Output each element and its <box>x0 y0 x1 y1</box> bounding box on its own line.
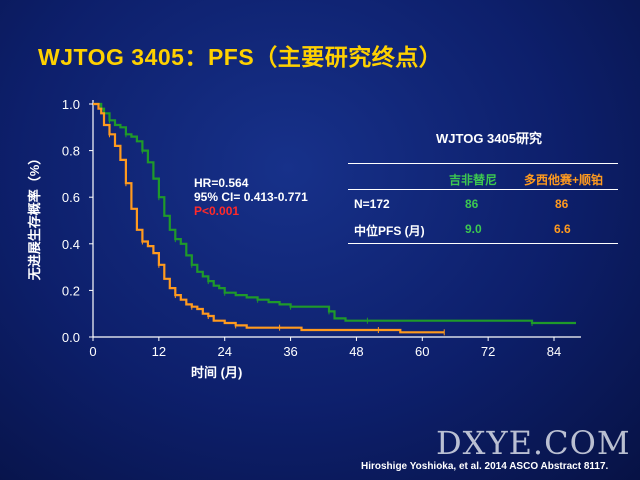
y-tick-label: 1.0 <box>62 97 80 112</box>
table-title: WJTOG 3405研究 <box>436 131 542 146</box>
x-tick-label: 24 <box>217 344 231 359</box>
x-tick-label: 0 <box>89 344 96 359</box>
x-tick-label: 72 <box>481 344 495 359</box>
docetaxel-cisplatin-curve <box>93 102 445 334</box>
y-tick-label: 0.2 <box>62 283 80 298</box>
y-tick-label: 0.0 <box>62 330 80 345</box>
chart-axes <box>92 100 581 338</box>
x-tick-label: 36 <box>283 344 297 359</box>
chart-curves <box>93 102 576 336</box>
p-value-text: P<0.001 <box>194 204 240 218</box>
table-header-gefitinib: 吉非替尼 <box>449 173 498 187</box>
table-cell: 9.0 <box>465 222 482 236</box>
gefitinib-curve <box>93 102 576 325</box>
citation: Hiroshige Yoshioka, et al. 2014 ASCO Abs… <box>361 461 609 472</box>
watermark: DXYE.COM <box>436 424 631 462</box>
table-header-docetaxel: 多西他赛+顺铂 <box>524 173 604 187</box>
table-cell: 86 <box>465 197 479 211</box>
y-axis-label: 无进展生存概率（%） <box>27 152 42 282</box>
x-tick-label: 60 <box>415 344 429 359</box>
y-tick-label: 0.6 <box>62 190 80 205</box>
table-row-label: N=172 <box>354 197 390 211</box>
chart-ticks: 0 12 24 36 48 60 72 84 0.0 0.2 0.4 0.6 0.8 1.0 <box>62 97 561 359</box>
x-tick-label: 48 <box>349 344 363 359</box>
x-axis-label: 时间 (月) <box>191 365 242 380</box>
y-tick-label: 0.8 <box>62 144 80 159</box>
table-bottom-rule <box>348 243 618 244</box>
table-cell: 6.6 <box>554 222 571 236</box>
table-top-rule <box>348 163 618 164</box>
table-cell: 86 <box>555 197 569 211</box>
table-header-rule <box>348 189 618 190</box>
x-tick-label: 84 <box>547 344 561 359</box>
hazard-ratio-box: HR=0.564 95% CI= 0.413-0.771 P<0.001 <box>194 176 308 218</box>
y-tick-label: 0.4 <box>62 237 80 252</box>
slide-title: WJTOG 3405：PFS（主要研究终点） <box>38 44 443 70</box>
ci-text: 95% CI= 0.413-0.771 <box>194 190 308 204</box>
table-row-label: 中位PFS (月) <box>354 224 425 238</box>
x-tick-label: 12 <box>152 344 166 359</box>
hr-text: HR=0.564 <box>194 176 249 190</box>
